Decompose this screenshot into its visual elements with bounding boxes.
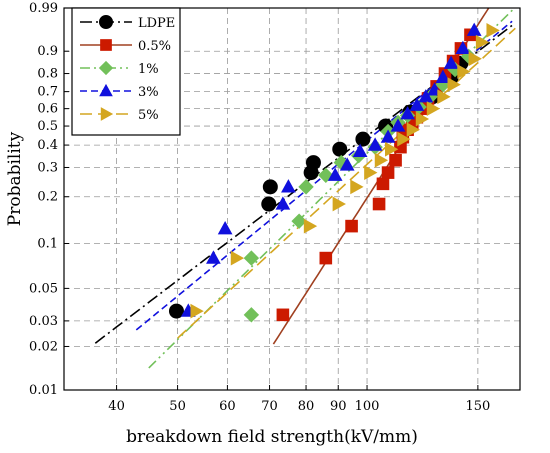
y-tick-label: 0.02: [29, 339, 58, 354]
data-point-4: [190, 303, 204, 319]
data-point-4: [384, 141, 399, 157]
y-tick-label: 0.03: [29, 314, 58, 329]
data-point-4: [332, 196, 346, 212]
data-point-4: [447, 77, 461, 92]
y-tick-label: 0.05: [29, 281, 58, 296]
data-point-3: [466, 22, 482, 36]
data-point-1: [372, 197, 386, 211]
data-point-4: [426, 101, 441, 117]
data-point-3: [443, 55, 459, 69]
y-tick-label: 0.6: [37, 102, 58, 117]
legend-marker: [98, 60, 114, 76]
data-point-3: [418, 89, 434, 103]
fit-line-4: [177, 27, 516, 339]
data-point-3: [435, 69, 451, 83]
data-point-3: [400, 106, 415, 120]
data-point-2: [291, 213, 307, 229]
data-point-4: [350, 179, 364, 195]
data-point-3: [367, 137, 383, 151]
data-point-3: [409, 97, 425, 111]
data-point-4: [374, 152, 389, 168]
y-tick-label: 0.99: [29, 1, 58, 16]
data-point-3: [217, 221, 233, 235]
x-tick-label: 50: [169, 399, 186, 414]
x-tick-label: 70: [261, 399, 278, 414]
data-point-4: [437, 89, 451, 105]
legend-label: 1%: [138, 62, 159, 77]
tick-labels: 40 50 60 70 80 90 100 150 0.01 0.02 0.03 0.05 0.1 0.2…: [29, 1, 490, 414]
legend-marker: [100, 39, 112, 51]
data-point-2: [243, 250, 260, 266]
data-point-3: [327, 167, 343, 181]
data-point-0: [305, 155, 321, 171]
legend-marker: [99, 83, 113, 97]
y-tick-label: 0.1: [37, 237, 58, 252]
legend-label: 3%: [138, 85, 159, 100]
data-point-3: [352, 143, 368, 157]
x-tick-label: 40: [108, 399, 125, 414]
data-point-4: [230, 250, 245, 266]
x-tick-label: 60: [219, 399, 236, 414]
x-tick-label: 100: [355, 399, 380, 414]
x-tick-label: 150: [465, 399, 490, 414]
data-point-4: [457, 64, 471, 79]
data-point-1: [276, 308, 290, 322]
legend-marker: [100, 107, 114, 121]
data-point-3: [281, 179, 296, 193]
data-points: [168, 22, 500, 323]
data-point-4: [303, 218, 318, 234]
data-point-4: [364, 165, 378, 180]
data-point-4: [406, 122, 420, 138]
data-point-3: [380, 129, 396, 143]
legend: LDPE 0.5% 1% 3% 5%: [71, 7, 181, 136]
y-tick-label: 0.3: [37, 160, 58, 175]
data-point-0: [332, 141, 348, 157]
data-point-0: [262, 179, 278, 195]
y-tick-label: 0.4: [37, 138, 58, 153]
y-tick-label: 0.01: [29, 383, 58, 398]
data-point-1: [389, 153, 402, 167]
plot-frame: [63, 7, 521, 391]
x-tick-label: 80: [298, 399, 315, 414]
data-point-2: [243, 307, 260, 323]
data-point-4: [486, 22, 500, 38]
data-point-3: [275, 196, 291, 210]
data-point-0: [355, 131, 371, 147]
data-point-4: [475, 34, 490, 50]
y-tick-label: 0.7: [37, 85, 58, 100]
data-point-2: [298, 179, 314, 195]
y-tick-label: 0.8: [37, 67, 58, 82]
legend-marker: [99, 15, 113, 29]
legend-label: 5%: [138, 108, 159, 123]
data-point-0: [261, 196, 277, 212]
data-point-4: [397, 131, 411, 147]
data-point-1: [381, 166, 395, 179]
legend-label: LDPE: [138, 16, 175, 31]
data-point-0: [168, 303, 184, 319]
data-point-3: [339, 157, 355, 171]
data-point-3: [206, 250, 221, 264]
y-tick-label: 0.5: [37, 119, 58, 134]
data-point-4: [468, 51, 482, 67]
x-tick-label: 90: [330, 399, 347, 414]
data-point-1: [319, 251, 333, 265]
y-tick-label: 0.2: [37, 190, 58, 205]
data-point-4: [415, 111, 430, 127]
data-point-3: [390, 118, 406, 132]
legend-label: 0.5%: [138, 39, 171, 54]
y-axis-label: Probability: [5, 131, 25, 226]
data-point-1: [376, 177, 390, 191]
x-axis-label: breakdown field strength(kV/mm): [126, 427, 418, 447]
data-point-1: [345, 219, 358, 233]
data-point-3: [455, 40, 471, 55]
y-tick-label: 0.9: [37, 44, 58, 59]
